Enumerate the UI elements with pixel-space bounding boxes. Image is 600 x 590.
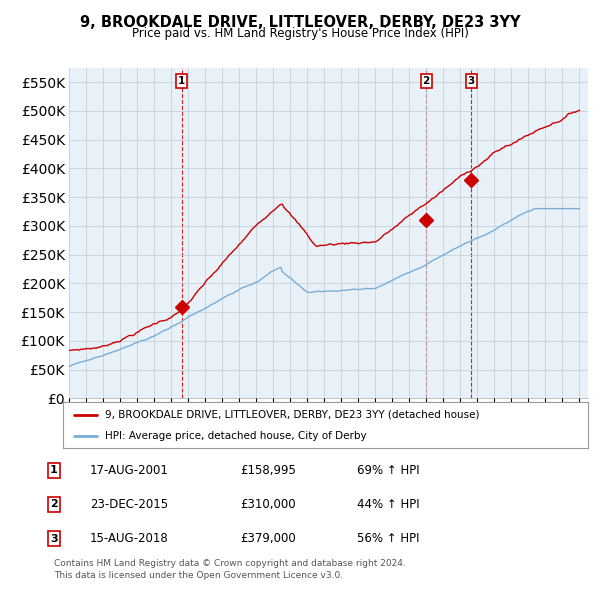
Text: HPI: Average price, detached house, City of Derby: HPI: Average price, detached house, City…: [105, 431, 367, 441]
Text: £158,995: £158,995: [240, 464, 296, 477]
Text: Contains HM Land Registry data © Crown copyright and database right 2024.
This d: Contains HM Land Registry data © Crown c…: [54, 559, 406, 579]
Text: 56% ↑ HPI: 56% ↑ HPI: [357, 532, 419, 545]
Text: 1: 1: [178, 76, 185, 86]
Text: 44% ↑ HPI: 44% ↑ HPI: [357, 498, 419, 511]
Text: 15-AUG-2018: 15-AUG-2018: [90, 532, 169, 545]
Text: 9, BROOKDALE DRIVE, LITTLEOVER, DERBY, DE23 3YY (detached house): 9, BROOKDALE DRIVE, LITTLEOVER, DERBY, D…: [105, 410, 479, 420]
Text: 2: 2: [422, 76, 430, 86]
Text: Price paid vs. HM Land Registry's House Price Index (HPI): Price paid vs. HM Land Registry's House …: [131, 27, 469, 40]
Text: 17-AUG-2001: 17-AUG-2001: [90, 464, 169, 477]
Text: 9, BROOKDALE DRIVE, LITTLEOVER, DERBY, DE23 3YY: 9, BROOKDALE DRIVE, LITTLEOVER, DERBY, D…: [80, 15, 520, 30]
Text: 3: 3: [467, 76, 475, 86]
Text: 3: 3: [50, 534, 58, 543]
Text: £310,000: £310,000: [240, 498, 296, 511]
Text: 69% ↑ HPI: 69% ↑ HPI: [357, 464, 419, 477]
Text: 2: 2: [50, 500, 58, 509]
Text: 23-DEC-2015: 23-DEC-2015: [90, 498, 168, 511]
Text: £379,000: £379,000: [240, 532, 296, 545]
Text: 1: 1: [50, 466, 58, 475]
